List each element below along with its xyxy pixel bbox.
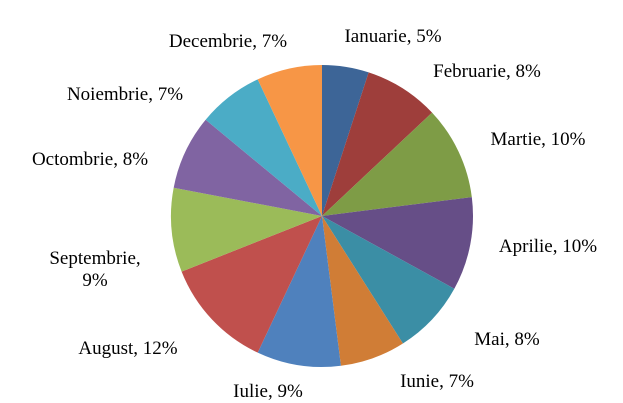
pie-slice: [173, 119, 322, 216]
pie-slice: [322, 72, 433, 216]
pie-slice: [257, 65, 322, 216]
data-label: August, 12%: [78, 338, 178, 359]
pie-slice: [322, 197, 473, 289]
pie-slice: [322, 216, 455, 344]
data-label: Iunie, 7%: [400, 371, 474, 392]
data-label: Martie, 10%: [490, 129, 586, 150]
pie-slice: [322, 65, 369, 216]
data-label: Noiembrie, 7%: [66, 84, 184, 105]
pie-slice: [257, 216, 341, 367]
data-label: Mai, 8%: [474, 329, 540, 350]
data-label: Decembrie, 7%: [168, 31, 288, 52]
pie-slice: [322, 112, 472, 216]
data-label: Iulie, 9%: [233, 381, 303, 402]
pie-slice: [170, 187, 322, 272]
data-label: Ianuarie, 5%: [344, 26, 442, 47]
data-label: Septembrie, 9%: [49, 248, 141, 291]
data-label: Aprilie, 10%: [498, 236, 598, 257]
data-label: Octombrie, 8%: [31, 149, 149, 170]
pie-slice: [181, 216, 322, 353]
data-label: Februarie, 8%: [433, 61, 541, 82]
pie-slice: [205, 79, 322, 216]
pie-slice: [322, 216, 403, 366]
